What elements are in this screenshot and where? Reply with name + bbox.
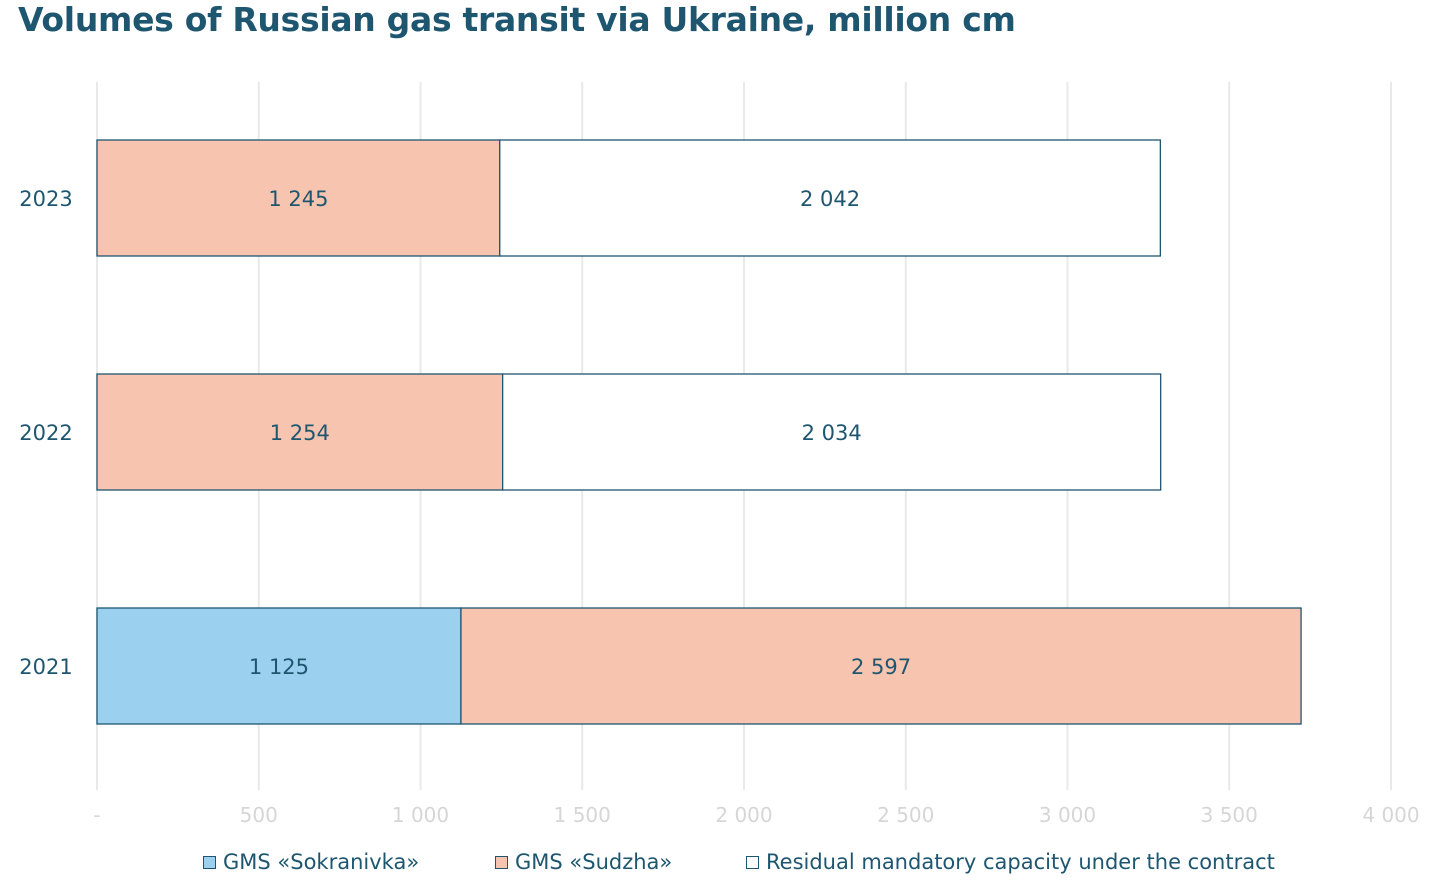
legend-label-sudzha: GMS «Sudzha»: [515, 850, 673, 874]
y-tick-label: 2021: [19, 655, 72, 679]
x-tick-label: 1 500: [554, 803, 611, 827]
data-label-2022-series-2: 2 034: [802, 421, 862, 445]
x-tick-label: 500: [240, 803, 278, 827]
legend-item-sokranivka: GMS «Sokranivka»: [203, 850, 419, 874]
data-label-2021-series-1: 2 597: [851, 655, 911, 679]
x-tick-label: 1 000: [392, 803, 449, 827]
legend-item-residual: Residual mandatory capacity under the co…: [746, 850, 1275, 874]
legend-swatch-residual: [746, 855, 759, 869]
y-tick-label: 2022: [19, 421, 72, 445]
y-axis-labels: 2023 2022 2021: [19, 187, 72, 679]
bar-segment-2022-series-2: [502, 373, 1162, 491]
chart-title: Volumes of Russian gas transit via Ukrai…: [18, 0, 1016, 39]
x-tick-label: 3 500: [1201, 803, 1258, 827]
legend-label-sokranivka: GMS «Sokranivka»: [223, 850, 420, 874]
x-tick-label: 3 000: [1039, 803, 1096, 827]
x-tick-label: 4 000: [1362, 803, 1419, 827]
legend-item-sudzha: GMS «Sudzha»: [495, 850, 672, 874]
bar-segment-2021-series-1: [460, 607, 1302, 725]
data-label-2022-series-1: 1 254: [270, 421, 330, 445]
legend-label-residual: Residual mandatory capacity under the co…: [766, 850, 1275, 874]
data-label-2023-series-2: 2 042: [800, 187, 860, 211]
bar-segment-2021-series-0: [96, 607, 462, 725]
bars: [96, 139, 1302, 725]
x-tick-label: -: [93, 803, 100, 827]
data-labels: 1 245 2 042 1 254 2 034 1 125 2 597: [249, 187, 911, 679]
bar-segment-2023-series-1: [96, 139, 501, 257]
bar-segment-2023-series-2: [499, 139, 1161, 257]
x-tick-label: 2 000: [715, 803, 772, 827]
y-tick-label: 2023: [19, 187, 72, 211]
x-tick-label: 2 500: [877, 803, 934, 827]
bar-segment-2022-series-1: [96, 373, 504, 491]
legend-swatch-sudzha: [495, 855, 508, 869]
data-label-2023-series-1: 1 245: [268, 187, 328, 211]
data-label-2021-series-0: 1 125: [249, 655, 309, 679]
legend-swatch-sokranivka: [203, 855, 216, 869]
x-axis-labels: - 500 1 000 1 500 2 000 2 500 3 000 3 500 4 000: [93, 803, 1419, 827]
